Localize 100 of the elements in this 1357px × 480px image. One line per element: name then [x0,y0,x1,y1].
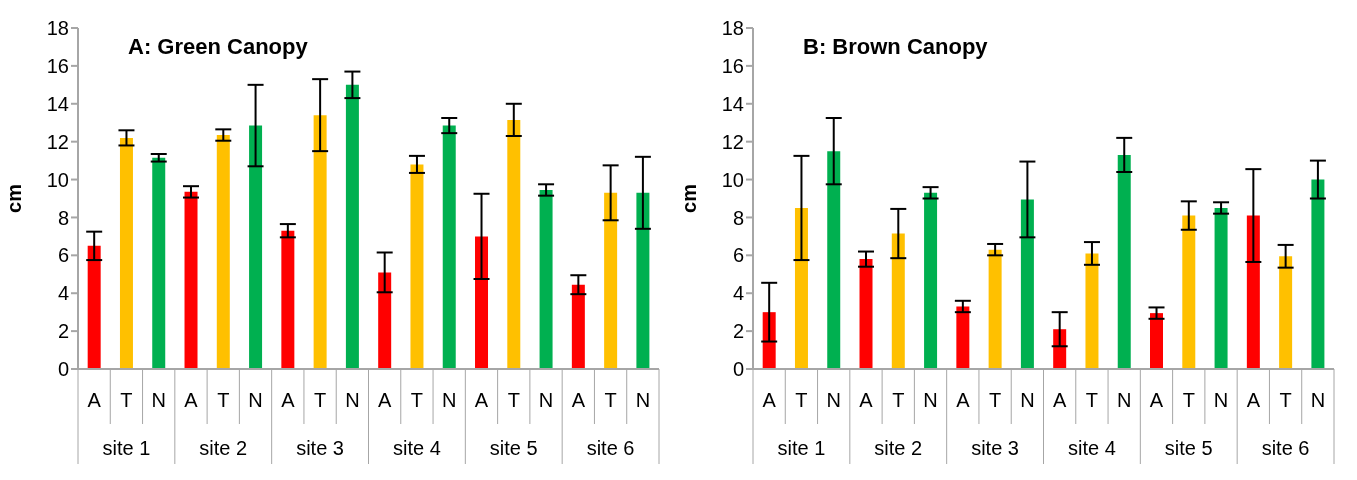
bar [507,119,521,369]
x-tick-label: N [1310,389,1326,411]
bar [1311,179,1325,369]
bar [410,164,424,369]
x-tick-label: T [120,389,133,411]
x-tick-label: A [956,389,971,411]
bar [378,272,392,369]
bar [539,189,553,369]
bar [571,284,585,369]
x-tick-label: N [1213,389,1229,411]
x-tick-label: T [1279,389,1292,411]
y-axis-title: cm [3,184,26,213]
bar [119,137,133,369]
x-tick-label: N [151,389,166,411]
bar [475,236,489,369]
y-tick-label: 12 [721,130,744,153]
bar [345,84,359,369]
text: site 3 [971,437,1019,459]
x-tick-label: N [441,389,457,411]
y-tick-label: 0 [732,358,744,381]
x-tick-label: A [281,389,296,411]
y-tick-label: 2 [732,320,744,343]
x-tick-label: A [184,389,199,411]
y-tick-label: 4 [732,282,744,305]
bar [87,245,101,369]
bar [988,249,1002,369]
text: site 4 [393,437,441,459]
x-tick-label: T [988,389,1002,411]
y-tick-label: 8 [732,206,744,229]
x-tick-label: A [474,389,489,411]
bar [827,151,841,369]
text: site 6 [586,437,635,459]
x-tick-label: N [538,389,554,411]
bar [152,157,166,369]
bar [249,125,263,369]
y-tick-label: 10 [46,168,69,191]
y-tick-label: 0 [57,358,69,381]
x-tick-label: A [1052,389,1067,411]
x-tick-label: N [635,389,651,411]
y-tick-label: 6 [57,244,69,267]
x-tick-label: T [604,389,617,411]
text: site 2 [199,437,248,459]
y-tick-label: 16 [46,54,69,77]
bar [1246,215,1260,369]
bar [1150,313,1164,369]
bar [636,192,650,369]
chart-title: B: Brown Canopy [803,34,988,60]
y-axis-title: cm [678,184,701,213]
x-tick-label: A [762,389,777,411]
bar [794,207,808,369]
x-tick-label: N [826,389,841,411]
y-tick-label: 18 [46,17,69,40]
y-tick-label: 6 [732,244,744,267]
x-tick-label: T [313,389,327,411]
text: site 2 [874,437,923,459]
text: site 1 [102,437,151,459]
bar [1117,154,1131,369]
bar [1182,215,1196,369]
x-tick-label: N [923,389,938,411]
y-tick-label: 14 [46,92,69,115]
x-tick-label: N [345,389,360,411]
x-tick-label: T [795,389,808,411]
y-tick-label: 14 [721,92,744,115]
y-tick-label: 12 [46,130,69,153]
x-tick-label: T [410,389,424,411]
bar [924,192,938,369]
text: site 5 [1164,437,1213,459]
y-tick-label: 8 [57,206,69,229]
bar [184,191,198,369]
bar [859,259,873,369]
y-tick-label: 4 [57,282,69,305]
bar [1020,199,1034,369]
text: site 4 [1068,437,1116,459]
y-tick-label: 10 [721,168,744,191]
bar [1085,253,1099,369]
y-tick-label: 2 [57,320,69,343]
x-tick-label: A [1246,389,1261,411]
bar [313,115,327,369]
x-tick-label: T [892,389,905,411]
x-tick-label: A [859,389,874,411]
x-tick-label: N [1116,389,1132,411]
bar [281,230,295,369]
x-tick-label: T [217,389,230,411]
y-tick-label: 16 [721,54,744,77]
text: site 3 [296,437,344,459]
text: site 5 [489,437,538,459]
chart-title: A: Green Canopy [128,34,308,60]
y-tick-label: 18 [721,17,744,40]
bar [1279,256,1293,369]
bar [1214,207,1228,369]
text: site 6 [1261,437,1310,459]
bar [891,233,905,369]
x-tick-label: A [1149,389,1164,411]
bar [442,125,456,369]
x-tick-label: T [1182,389,1195,411]
x-tick-label: N [1020,389,1035,411]
x-tick-label: A [87,389,102,411]
bar [604,192,618,369]
x-tick-label: T [507,389,520,411]
bar [956,306,970,369]
